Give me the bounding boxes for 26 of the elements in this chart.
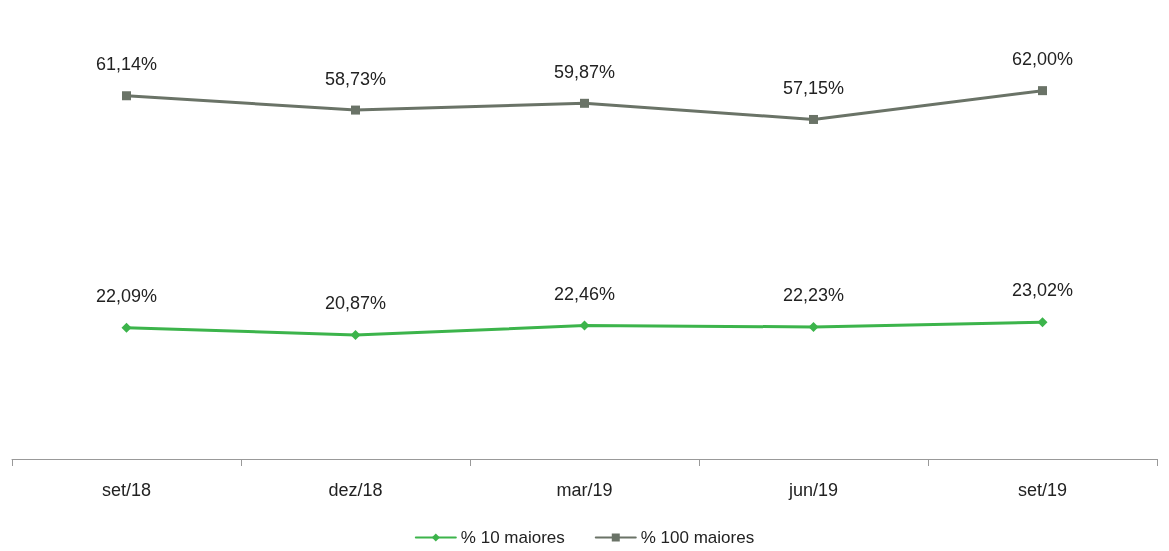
- data-label: 22,09%: [95, 285, 158, 306]
- data-label: 57,15%: [782, 77, 845, 98]
- legend-label: % 10 maiores: [460, 528, 565, 547]
- legend-label: % 100 maiores: [640, 528, 755, 547]
- point: [580, 98, 589, 108]
- data-label: 20,87%: [324, 293, 387, 314]
- data-label: 22,23%: [782, 284, 845, 305]
- point: [808, 321, 819, 332]
- data-label: 58,73%: [324, 68, 387, 89]
- data-label: 22,46%: [553, 283, 616, 304]
- x-tick-label: dez/18: [328, 480, 383, 500]
- x-tick-label: set/19: [1017, 480, 1068, 500]
- point: [1038, 86, 1047, 96]
- data-label: 59,87%: [553, 61, 616, 82]
- point: [1037, 317, 1048, 328]
- x-tick-label: mar/19: [556, 480, 613, 500]
- x-tick-label: set/18: [101, 480, 152, 500]
- point: [350, 330, 361, 341]
- data-label: 61,14%: [95, 54, 158, 75]
- point: [351, 105, 360, 115]
- x-tick-label: jun/19: [787, 480, 839, 500]
- data-label: 23,02%: [1011, 280, 1074, 301]
- point: [122, 91, 131, 101]
- point: [809, 114, 818, 124]
- point: [121, 322, 132, 333]
- data-label: 62,00%: [1011, 49, 1074, 70]
